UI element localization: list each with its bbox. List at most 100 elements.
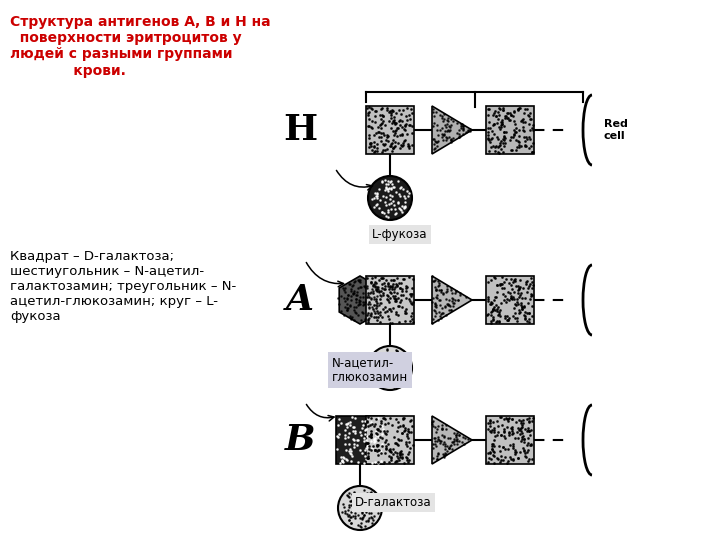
Point [354, 514, 366, 523]
Point [448, 429, 459, 437]
Point [491, 118, 503, 127]
Point [439, 126, 451, 135]
Point [379, 427, 390, 435]
Point [487, 316, 498, 325]
Point [390, 360, 402, 369]
Point [394, 284, 405, 292]
Point [369, 282, 380, 291]
Point [493, 104, 505, 112]
Point [523, 438, 534, 447]
Point [499, 433, 510, 442]
Point [431, 107, 442, 116]
Point [407, 441, 418, 449]
Point [370, 500, 382, 508]
Point [516, 303, 527, 312]
Point [361, 454, 372, 463]
Point [398, 192, 410, 200]
Point [428, 277, 439, 286]
Point [377, 284, 388, 292]
Point [374, 446, 386, 454]
Point [381, 132, 392, 141]
Point [429, 144, 441, 152]
Point [527, 414, 539, 423]
Point [503, 116, 515, 125]
Point [442, 299, 454, 308]
Point [346, 490, 358, 498]
Point [364, 300, 376, 309]
Point [392, 369, 404, 378]
Point [368, 301, 379, 309]
Point [436, 286, 447, 294]
Point [444, 433, 456, 442]
Point [398, 356, 410, 364]
Point [368, 141, 379, 150]
Point [517, 416, 528, 424]
Point [518, 419, 529, 428]
Point [397, 360, 408, 368]
Point [518, 301, 530, 310]
Point [359, 430, 371, 438]
Point [454, 291, 465, 299]
Point [503, 314, 515, 322]
Point [395, 298, 406, 307]
Point [428, 140, 439, 149]
Point [508, 441, 519, 450]
Point [346, 508, 357, 517]
Point [375, 129, 387, 137]
Point [505, 132, 517, 141]
Point [526, 291, 538, 299]
Point [485, 454, 496, 463]
Point [436, 424, 447, 433]
Point [508, 455, 519, 463]
Point [485, 427, 496, 435]
Point [503, 431, 514, 440]
Point [510, 447, 522, 456]
Point [354, 292, 366, 301]
Point [396, 428, 408, 437]
Point [406, 309, 418, 318]
Point [373, 132, 384, 141]
Point [513, 292, 525, 301]
Point [454, 125, 465, 134]
Point [482, 134, 494, 143]
Point [429, 434, 441, 442]
Point [431, 294, 443, 302]
Point [438, 308, 449, 317]
Point [482, 310, 493, 319]
Point [431, 455, 442, 463]
Point [464, 126, 476, 135]
Point [349, 511, 361, 520]
Point [347, 427, 359, 436]
Point [486, 426, 498, 435]
Point [387, 117, 399, 125]
Point [382, 368, 393, 376]
Point [443, 132, 454, 141]
Point [357, 506, 369, 515]
Point [389, 458, 400, 467]
Point [500, 292, 511, 301]
Point [384, 141, 395, 150]
Point [383, 108, 395, 117]
Point [498, 105, 509, 114]
Point [377, 146, 389, 154]
Point [331, 431, 343, 440]
Point [341, 422, 353, 431]
Point [491, 281, 503, 289]
Point [491, 431, 503, 440]
Point [431, 303, 442, 312]
Point [449, 295, 460, 304]
Point [525, 292, 536, 300]
Point [400, 359, 412, 367]
Point [366, 490, 378, 498]
Point [487, 451, 498, 460]
Point [441, 286, 453, 295]
Point [402, 424, 414, 433]
Point [498, 278, 510, 287]
Point [354, 296, 365, 305]
Point [492, 107, 503, 116]
Point [398, 274, 410, 283]
Point [482, 131, 493, 139]
Point [507, 312, 518, 320]
Point [369, 363, 380, 372]
Point [371, 304, 382, 313]
